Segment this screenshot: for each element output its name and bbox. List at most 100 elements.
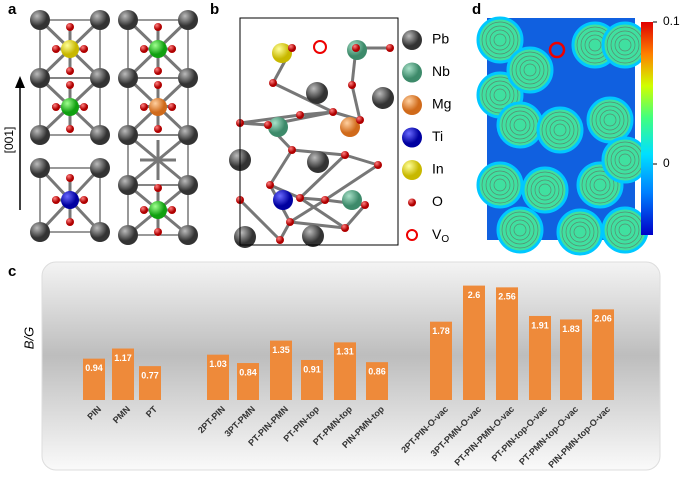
atom (306, 82, 328, 104)
contour (481, 21, 519, 59)
atom (374, 161, 382, 169)
contour (585, 170, 615, 200)
contour (589, 174, 611, 196)
value-label: 1.35 (272, 345, 290, 355)
legend-label: Mg (432, 96, 451, 112)
atom (30, 68, 50, 88)
atom (273, 190, 293, 210)
atom (154, 67, 162, 75)
atom (140, 206, 148, 214)
atom (168, 103, 176, 111)
contour (481, 166, 519, 204)
legend-label: VO (432, 226, 449, 245)
cell (39, 77, 101, 136)
atom (329, 108, 337, 116)
contour (565, 217, 595, 247)
atom (66, 125, 74, 133)
panel-label: d (472, 1, 481, 18)
bar (270, 340, 292, 400)
contour (526, 171, 564, 209)
value-label: 0.77 (141, 370, 159, 380)
contour (541, 111, 579, 149)
bar (592, 309, 614, 400)
atom (80, 196, 88, 204)
atom (118, 68, 138, 88)
contour (569, 221, 591, 243)
contour (553, 123, 567, 137)
atom (342, 190, 362, 210)
atom (286, 218, 294, 226)
value-label: 1.03 (209, 359, 227, 369)
bar (301, 359, 323, 400)
legend-swatch (402, 62, 422, 83)
contour (545, 115, 575, 145)
atom (90, 125, 110, 145)
atom (52, 196, 60, 204)
atom (30, 125, 50, 145)
atom (276, 236, 284, 244)
atom (154, 125, 162, 133)
atom (90, 158, 110, 178)
contour (610, 145, 640, 175)
contour (489, 84, 511, 106)
atom (61, 40, 79, 58)
contour (485, 170, 515, 200)
atom (341, 151, 349, 159)
atom (140, 45, 148, 53)
contour (489, 29, 511, 51)
contour (614, 219, 636, 241)
vacancy (548, 41, 566, 59)
atom (90, 10, 110, 30)
atom (149, 201, 167, 219)
contour (485, 25, 515, 55)
contour (593, 178, 607, 192)
atom (268, 117, 288, 137)
value-label: 1.78 (432, 326, 450, 336)
atom (149, 98, 167, 116)
value-label: 0.91 (303, 364, 321, 374)
contour (505, 110, 535, 140)
contour (599, 109, 621, 131)
atom (66, 174, 74, 182)
contour (519, 59, 541, 81)
contour (581, 166, 619, 204)
bond (289, 198, 326, 224)
contour (538, 183, 552, 197)
legend: Pb Nb Mg Ti In O VO (402, 30, 451, 245)
atom (341, 224, 349, 232)
atom (66, 23, 74, 31)
contour (588, 38, 602, 52)
value-label: 2.56 (498, 292, 516, 302)
legend-label: O (432, 193, 443, 209)
contour (523, 63, 537, 77)
bond (239, 113, 301, 125)
atom (340, 117, 360, 137)
contour (618, 223, 632, 237)
bond (299, 196, 326, 202)
legend-label: Nb (432, 63, 450, 79)
contour (496, 206, 544, 254)
legend-swatch (402, 95, 422, 115)
bar (496, 287, 518, 400)
atom (30, 10, 50, 30)
bond (299, 196, 346, 230)
legend-swatch (402, 160, 422, 180)
contour (561, 213, 599, 251)
bar (529, 315, 551, 400)
contour (509, 114, 531, 136)
atom (61, 191, 79, 209)
atom (296, 111, 304, 119)
atom (90, 222, 110, 242)
atom (140, 103, 148, 111)
contour (496, 101, 544, 149)
bond (350, 84, 362, 121)
contour (511, 51, 549, 89)
density-contours (476, 16, 649, 256)
atom (321, 196, 329, 204)
value-label: 1.83 (562, 324, 580, 334)
panel-label: c (8, 263, 16, 280)
contour (614, 34, 636, 56)
atom (168, 206, 176, 214)
y-axis-label: B/G (21, 327, 36, 349)
colorbar (641, 22, 653, 235)
